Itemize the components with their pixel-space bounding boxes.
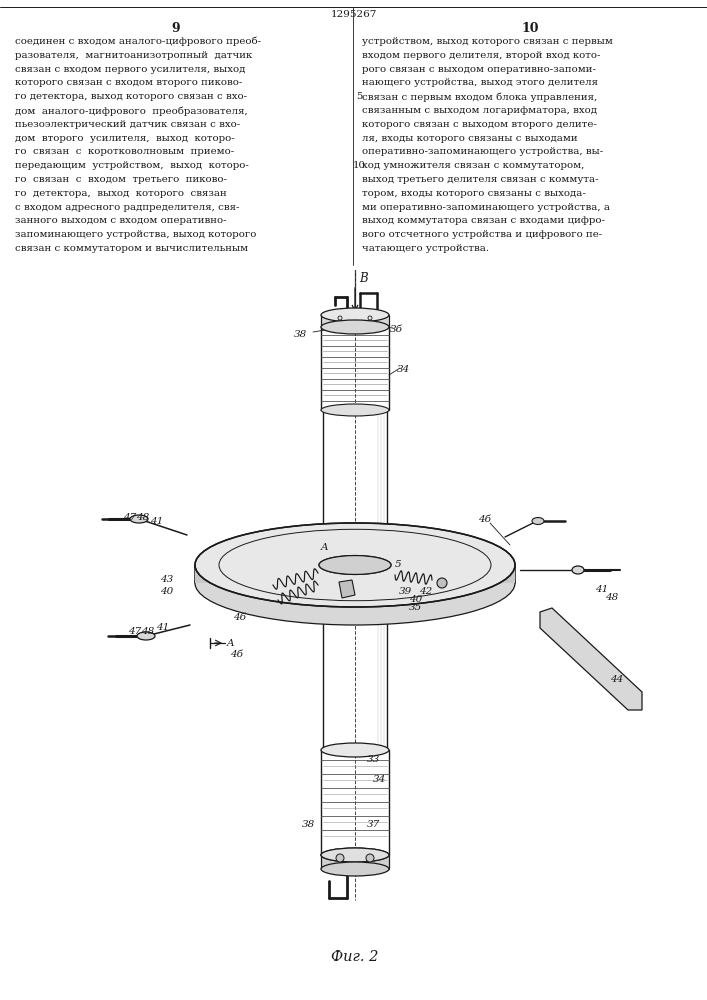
Text: оперативно-запоминающего устройства, вы-: оперативно-запоминающего устройства, вы- [362,147,603,156]
Text: 4б: 4б [233,613,247,622]
Polygon shape [321,855,389,869]
Text: 1295267: 1295267 [331,10,378,19]
Text: 42: 42 [419,587,432,596]
Text: го  детектора,  выход  которого  связан: го детектора, выход которого связан [15,189,227,198]
Text: 34: 34 [373,775,386,784]
Text: 37: 37 [367,820,380,829]
Text: которого связан с входом второго пиково-: которого связан с входом второго пиково- [15,78,243,87]
Ellipse shape [195,523,515,607]
Text: 41: 41 [156,623,170,632]
Text: выход третьего делителя связан с коммута-: выход третьего делителя связан с коммута… [362,175,599,184]
Ellipse shape [321,320,389,334]
Text: 9: 9 [172,22,180,35]
Text: 10: 10 [521,22,539,35]
Text: передающим  устройством,  выход  которо-: передающим устройством, выход которо- [15,161,249,170]
Text: пьезоэлектрический датчик связан с вхо-: пьезоэлектрический датчик связан с вхо- [15,120,240,129]
Text: 48: 48 [136,513,150,522]
Text: рого связан с выходом оперативно-запоми-: рого связан с выходом оперативно-запоми- [362,65,596,74]
Text: тором, входы которого связаны с выхода-: тором, входы которого связаны с выхода- [362,189,586,198]
Text: 48: 48 [605,593,618,602]
Circle shape [336,854,344,862]
Text: связанным с выходом логарифматора, вход: связанным с выходом логарифматора, вход [362,106,597,115]
Text: го  связан  с  коротковолновым  приемо-: го связан с коротковолновым приемо- [15,147,234,156]
Polygon shape [391,565,515,583]
Text: ля, входы которого связаны с выходами: ля, входы которого связаны с выходами [362,134,578,143]
Text: 5: 5 [395,560,402,569]
Circle shape [437,578,447,588]
Ellipse shape [321,308,389,322]
Text: ход умножителя связан с коммутатором,: ход умножителя связан с коммутатором, [362,161,585,170]
Text: которого связан с выходом второго делите-: которого связан с выходом второго делите… [362,120,597,129]
Text: 3б: 3б [390,325,403,334]
Text: нающего устройства, выход этого делителя: нающего устройства, выход этого делителя [362,78,598,87]
Text: 41: 41 [151,517,163,526]
Text: разователя,  магнитоанизотропный  датчик: разователя, магнитоанизотропный датчик [15,51,252,60]
Text: 47: 47 [124,513,136,522]
Text: 40: 40 [409,595,422,604]
Text: 4б: 4б [230,650,243,659]
Ellipse shape [321,404,389,416]
Polygon shape [195,565,319,583]
Ellipse shape [319,556,391,574]
Text: 43: 43 [160,575,173,584]
Text: 35: 35 [409,603,422,612]
Polygon shape [321,315,389,327]
Text: соединен с входом аналого-цифрового преоб-: соединен с входом аналого-цифрового прео… [15,37,261,46]
Ellipse shape [321,862,389,876]
Text: го детектора, выход которого связан с вхо-: го детектора, выход которого связан с вх… [15,92,247,101]
Text: входом первого делителя, второй вход кото-: входом первого делителя, второй вход кот… [362,51,600,60]
Text: выход коммутатора связан с входами цифро-: выход коммутатора связан с входами цифро… [362,216,605,225]
Text: связан с коммутатором и вычислительным: связан с коммутатором и вычислительным [15,244,248,253]
Text: связан с первым входом блока управления,: связан с первым входом блока управления, [362,92,597,102]
Ellipse shape [321,848,389,862]
Polygon shape [540,608,642,710]
Text: Фиг. 2: Фиг. 2 [332,950,379,964]
Text: занного выходом с входом оперативно-: занного выходом с входом оперативно- [15,216,227,225]
Text: 5: 5 [356,92,363,101]
Text: вого отсчетного устройства и цифрового пе-: вого отсчетного устройства и цифрового п… [362,230,602,239]
Text: A: A [227,639,235,648]
Text: го  связан  с  входом  третьего  пиково-: го связан с входом третьего пиково- [15,175,227,184]
Text: чатающего устройства.: чатающего устройства. [362,244,489,253]
Text: 40: 40 [160,587,173,596]
Text: 38: 38 [293,330,307,339]
Text: 48: 48 [141,627,155,636]
Ellipse shape [532,518,544,524]
Ellipse shape [321,743,389,757]
Text: 33: 33 [367,755,380,764]
Text: связан с входом первого усилителя, выход: связан с входом первого усилителя, выход [15,65,245,74]
Text: 47: 47 [129,627,141,636]
Text: 39: 39 [399,587,412,596]
Text: 44: 44 [610,675,624,684]
Ellipse shape [319,556,391,574]
Text: запоминающего устройства, выход которого: запоминающего устройства, выход которого [15,230,257,239]
Ellipse shape [195,541,515,625]
Text: 4б: 4б [479,515,491,524]
Circle shape [366,854,374,862]
Ellipse shape [130,515,148,523]
Text: 34: 34 [397,365,410,374]
Ellipse shape [321,848,389,862]
Text: B: B [359,272,368,285]
Ellipse shape [572,566,584,574]
Text: устройством, выход которого связан с первым: устройством, выход которого связан с пер… [362,37,613,46]
Text: 41: 41 [595,585,608,594]
Text: 10: 10 [353,161,366,170]
Text: дом  аналого-цифрового  преобразователя,: дом аналого-цифрового преобразователя, [15,106,247,115]
Text: A: A [321,542,329,552]
Text: с входом адресного радпределителя, свя-: с входом адресного радпределителя, свя- [15,203,240,212]
Text: 38: 38 [302,820,315,829]
Polygon shape [339,580,355,598]
Text: ми оперативно-запоминающего устройства, а: ми оперативно-запоминающего устройства, … [362,203,610,212]
Ellipse shape [137,632,155,640]
Text: дом  второго  усилителя,  выход  которо-: дом второго усилителя, выход которо- [15,134,235,143]
